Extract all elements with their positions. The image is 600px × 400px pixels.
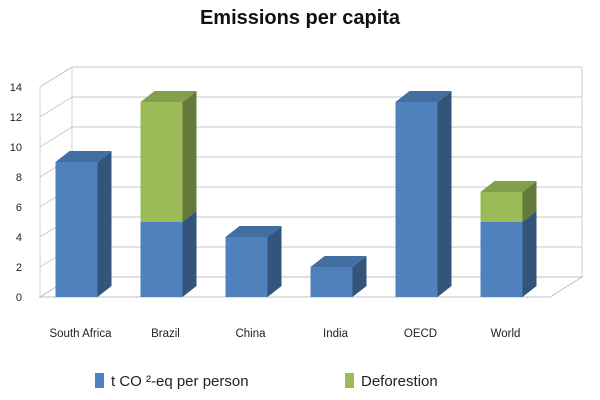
bar-segment <box>225 226 282 297</box>
category-label: China <box>235 328 266 340</box>
y-tick-label: 8 <box>16 172 22 184</box>
bar-front <box>395 102 438 297</box>
y-tick-label: 14 <box>10 82 22 94</box>
y-tick-label: 4 <box>16 232 22 244</box>
legend-swatch <box>345 373 354 388</box>
bar-top <box>140 91 197 102</box>
bar-side <box>522 211 537 297</box>
legend-label: Deforestion <box>361 373 438 390</box>
bar-top <box>55 151 112 162</box>
bar-side <box>182 91 197 222</box>
legend-item: Deforestion <box>345 373 438 390</box>
legend-swatch <box>95 373 104 388</box>
chart-title: Emissions per capita <box>200 7 401 29</box>
bar-front <box>480 192 523 222</box>
bar-segment <box>55 151 112 297</box>
gridline <box>39 66 582 88</box>
bar-top <box>480 181 537 192</box>
y-tick-label: 0 <box>16 292 22 304</box>
bars <box>55 91 537 297</box>
category-label: South Africa <box>49 328 112 340</box>
bar-top <box>225 226 282 237</box>
bar-segment <box>310 256 367 297</box>
legend-item: t CO ²-eq per person <box>95 373 249 390</box>
y-tick-label: 12 <box>10 112 22 124</box>
category-label: World <box>491 328 521 340</box>
bar-front <box>310 267 353 297</box>
bar-side <box>97 151 112 297</box>
bar-side <box>352 256 367 297</box>
legend-label: t CO ²-eq per person <box>111 373 249 390</box>
x-axis-categories: South Africa Brazil China India OECD World <box>49 328 520 340</box>
bar-side <box>522 181 537 222</box>
bar-front <box>140 102 183 222</box>
bar-front <box>480 222 523 297</box>
category-label: Brazil <box>151 328 180 340</box>
bar-segment <box>140 91 197 222</box>
bar-front <box>225 237 268 297</box>
bar-segment <box>395 91 452 297</box>
bar-segment <box>480 211 537 297</box>
y-tick-label: 10 <box>10 142 22 154</box>
bar-top <box>395 91 452 102</box>
y-tick-label: 2 <box>16 262 22 274</box>
bar-front <box>55 162 98 297</box>
bar-side <box>267 226 282 297</box>
bar-segment <box>480 181 537 222</box>
bar-segment <box>140 211 197 297</box>
y-axis-ticks: 0 2 4 6 8 10 12 14 <box>10 82 22 304</box>
bar-side <box>182 211 197 297</box>
bar-top <box>310 256 367 267</box>
bar-side <box>437 91 452 297</box>
category-label: OECD <box>404 328 437 340</box>
y-tick-label: 6 <box>16 202 22 214</box>
category-label: India <box>323 328 349 340</box>
bar-front <box>140 222 183 297</box>
legend: t CO ²-eq per person Deforestion <box>95 373 438 390</box>
